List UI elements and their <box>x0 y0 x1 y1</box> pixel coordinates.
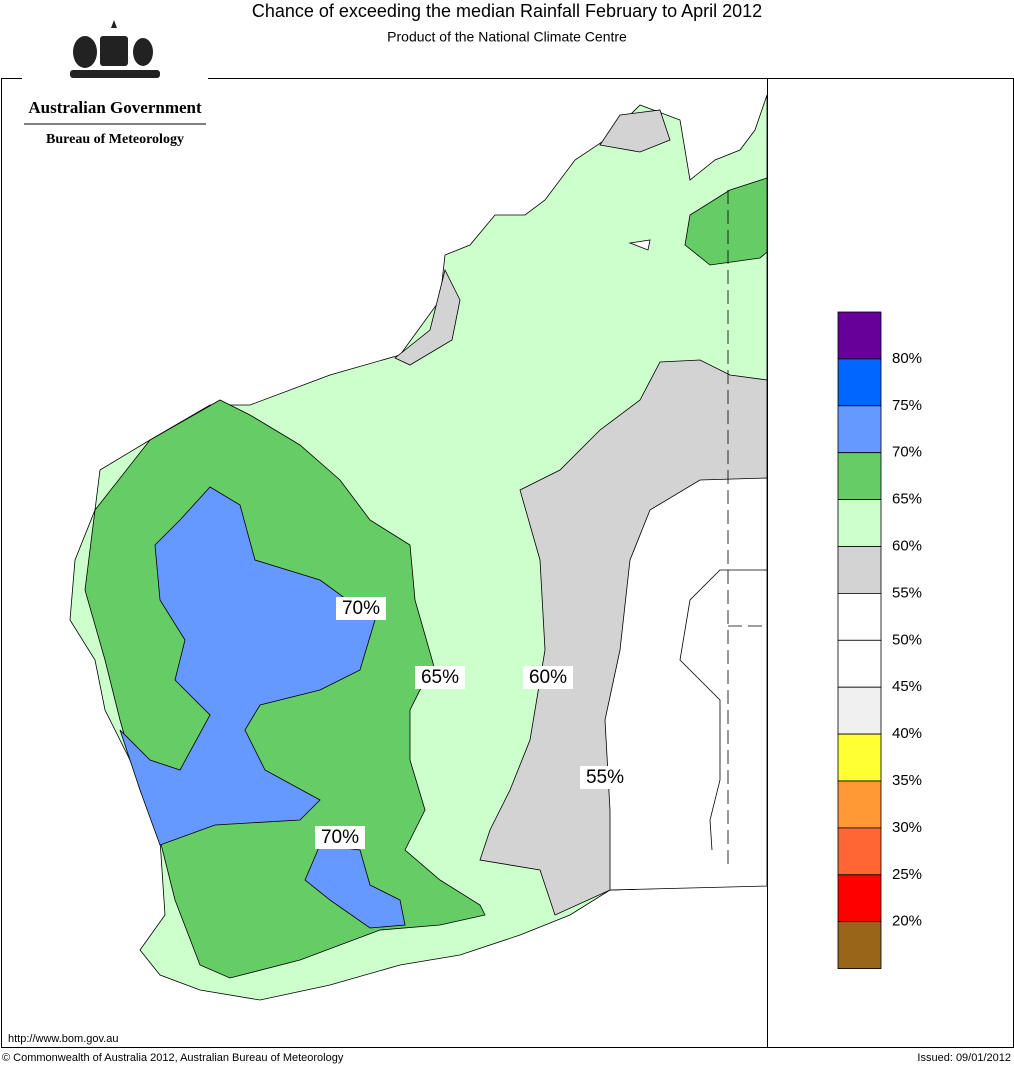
legend: 80% 75% 70% 65% 60% 55% 50% 45% 40% 35% 30% 25% 20% <box>837 311 922 970</box>
agency-name: Bureau of Meteorology <box>46 132 184 147</box>
region-65-70 <box>684 177 768 266</box>
region-70-75 <box>304 844 406 929</box>
issued: Issued: 09/01/2012 <box>917 1052 1011 1064</box>
government-name: Australian Government <box>28 98 202 117</box>
label-bg <box>415 666 465 689</box>
legend-swatch <box>837 639 882 688</box>
legend-swatch <box>837 358 882 407</box>
region-55-60 <box>394 268 461 366</box>
legend-swatch <box>837 686 882 735</box>
frame <box>1 78 1014 1048</box>
contour-label: 65% <box>421 667 459 688</box>
legend-swatch <box>837 593 882 641</box>
label-bg <box>523 666 573 689</box>
region-50-55 <box>604 477 768 891</box>
legend-swatch <box>837 733 882 782</box>
label-bg <box>336 597 386 620</box>
crest <box>70 20 160 78</box>
legend-swatch <box>837 780 882 829</box>
map <box>69 94 768 1001</box>
copyright: © Commonwealth of Australia 2012, Austra… <box>2 1052 344 1064</box>
legend-label: 65% <box>892 491 922 508</box>
legend-swatch <box>837 499 882 547</box>
legend-label: 80% <box>892 350 922 367</box>
legend-label: 35% <box>892 772 922 789</box>
contour-label: 55% <box>586 767 624 788</box>
legend-swatch <box>837 405 882 454</box>
contour-label: 70% <box>342 598 380 619</box>
legend-swatch <box>837 921 882 970</box>
legend-swatch <box>837 546 882 594</box>
legend-label: 20% <box>892 913 922 930</box>
legend-swatch <box>837 452 882 501</box>
subtitle: Product of the National Climate Centre <box>387 29 627 45</box>
legend-label: 75% <box>892 397 922 414</box>
legend-swatch <box>837 827 882 876</box>
contour-labels: 70% 65% 60% 55% 70% <box>315 597 630 849</box>
region-55-60 <box>599 109 671 153</box>
label-bg <box>580 766 630 789</box>
contour <box>679 569 767 851</box>
label-bg <box>315 826 365 849</box>
lake <box>628 239 651 251</box>
legend-label: 60% <box>892 537 922 554</box>
url: http://www.bom.gov.au <box>8 1033 118 1045</box>
contour-label: 60% <box>529 667 567 688</box>
legend-label: 45% <box>892 678 922 695</box>
legend-swatch <box>837 874 882 923</box>
legend-swatch <box>837 311 882 360</box>
logo: Australian Government Bureau of Meteorol… <box>22 20 208 147</box>
legend-label: 25% <box>892 866 922 883</box>
title: Chance of exceeding the median Rainfall … <box>252 1 762 21</box>
legend-label: 30% <box>892 819 922 836</box>
legend-label: 50% <box>892 631 922 648</box>
legend-label: 70% <box>892 444 922 461</box>
legend-label: 55% <box>892 584 922 601</box>
legend-label: 40% <box>892 725 922 742</box>
contour-label: 70% <box>321 827 359 848</box>
